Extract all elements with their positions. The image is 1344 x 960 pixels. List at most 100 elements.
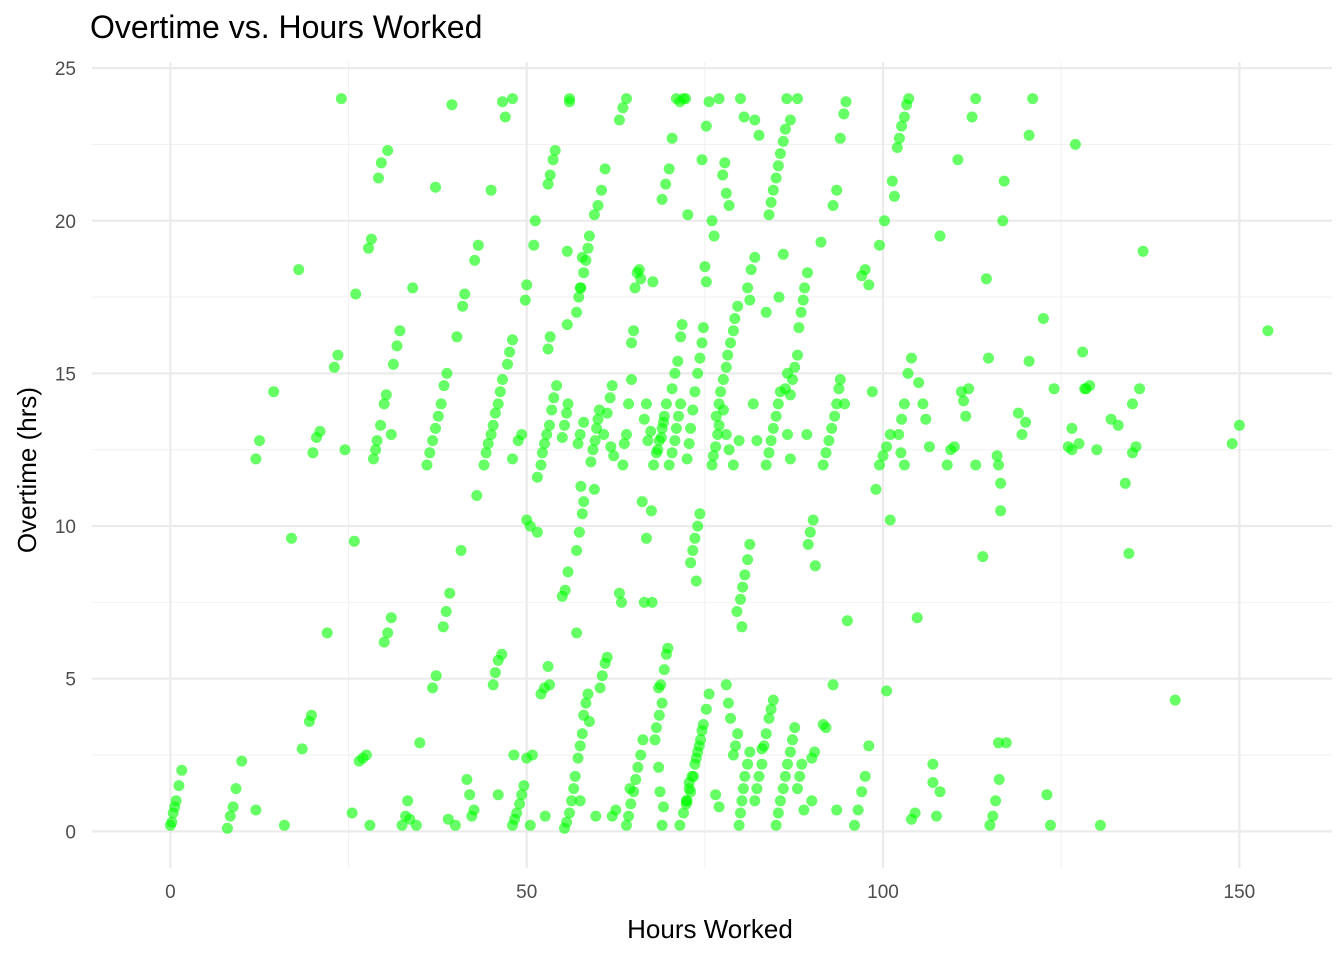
scatter-point (421, 459, 433, 471)
scatter-point (806, 795, 818, 807)
scatter-point (923, 441, 935, 453)
scatter-point (680, 93, 692, 105)
scatter-point (725, 337, 736, 349)
scatter-point (881, 441, 893, 453)
scatter-point (551, 380, 563, 392)
scatter-point (697, 322, 709, 334)
scatter-point (507, 453, 518, 465)
scatter-point (521, 279, 533, 291)
scatter-point (511, 807, 523, 819)
scatter-point (993, 459, 1004, 471)
scatter-point (801, 429, 813, 440)
scatter-point (268, 386, 280, 398)
scatter-point (839, 398, 851, 410)
scatter-point (920, 413, 932, 425)
scatter-point (173, 780, 185, 792)
scatter-point (1023, 129, 1035, 141)
scatter-point (496, 648, 508, 660)
scatter-point (556, 432, 568, 443)
scatter-point (760, 728, 772, 740)
scatter-point (941, 459, 953, 471)
scatter-point (763, 447, 775, 459)
scatter-point (733, 435, 745, 447)
scatter-point (960, 410, 972, 422)
scatter-point (927, 777, 939, 788)
scatter-point (767, 422, 779, 434)
scatter-point (653, 761, 665, 773)
scatter-point (689, 386, 701, 398)
scatter-point (713, 801, 725, 813)
scatter-point (382, 627, 394, 639)
scatter-point (703, 688, 715, 700)
scatter-point (802, 267, 813, 279)
scatter-point (784, 114, 796, 126)
scatter-point (727, 459, 739, 471)
scatter-point (585, 456, 597, 468)
scatter-point (1119, 477, 1131, 489)
scatter-point (1073, 438, 1085, 450)
scatter-point (723, 200, 735, 211)
scatter-point (849, 819, 860, 831)
scatter-point (531, 526, 543, 538)
scatter-point (535, 459, 547, 471)
scatter-point (594, 682, 606, 694)
y-axis-title: Overtime (hrs) (12, 387, 42, 553)
scatter-point (350, 288, 362, 300)
scatter-point (995, 505, 1007, 517)
scatter-point (589, 435, 601, 447)
scatter-point (692, 520, 704, 532)
scatter-point (487, 419, 499, 431)
scatter-point (1112, 419, 1124, 431)
scatter-point (561, 319, 573, 331)
scatter-point (561, 816, 573, 828)
scatter-point (370, 444, 382, 456)
scatter-point (745, 264, 757, 276)
scatter-point (674, 819, 686, 831)
scatter-point (307, 447, 319, 459)
scatter-point (990, 795, 1002, 807)
scatter-point (1048, 383, 1060, 395)
scatter-point (375, 419, 387, 431)
scatter-point (166, 816, 178, 828)
scatter-point (542, 343, 554, 355)
scatter-point (1000, 737, 1012, 749)
scatter-point (666, 447, 678, 459)
scatter-point (713, 93, 725, 105)
scatter-point (518, 780, 530, 792)
scatter-point (378, 636, 390, 648)
scatter-point (760, 459, 772, 471)
scatter-point (727, 325, 739, 337)
scatter-point (573, 291, 585, 303)
scatter-point (993, 737, 1004, 749)
scatter-point (572, 438, 584, 450)
scatter-point (1130, 441, 1142, 453)
scatter-point (749, 795, 761, 807)
scatter-point (485, 184, 497, 196)
scatter-point (536, 447, 548, 459)
scatter-point (980, 273, 992, 285)
scatter-point (546, 404, 558, 416)
scatter-point (874, 239, 885, 251)
scatter-point (731, 606, 743, 617)
scatter-point (378, 398, 390, 410)
scatter-point (582, 688, 594, 700)
scatter-point (700, 703, 712, 715)
scatter-point (787, 734, 798, 746)
scatter-point (633, 264, 645, 276)
scatter-point (547, 154, 559, 166)
scatter-point (561, 407, 573, 419)
y-tick-label: 25 (55, 59, 76, 80)
scatter-point (798, 804, 810, 816)
scatter-point (681, 453, 693, 465)
scatter-point (676, 319, 688, 331)
scatter-point (1084, 380, 1096, 392)
scatter-point (293, 264, 305, 276)
scatter-point (789, 722, 801, 734)
scatter-point (763, 712, 775, 724)
scatter-point (588, 209, 600, 221)
scatter-point (516, 429, 528, 440)
scatter-point (782, 367, 793, 379)
scatter-point (539, 810, 551, 822)
scatter-point (621, 819, 632, 831)
scatter-point (541, 429, 553, 440)
